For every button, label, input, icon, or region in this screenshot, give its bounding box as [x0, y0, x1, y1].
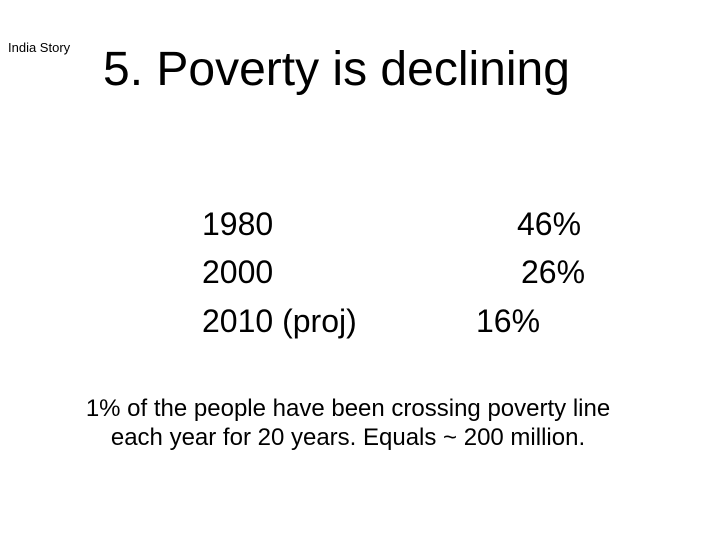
table-row-2010: 2010 (proj) 16%: [0, 301, 540, 341]
year-label: 2000: [202, 254, 274, 290]
poverty-rate-value: 46%: [517, 206, 582, 242]
section-label: India Story: [8, 40, 71, 55]
poverty-rate-value: 26%: [521, 254, 586, 290]
year-label: 2010 (proj): [202, 303, 357, 339]
summary-note-line-1: 1% of the people have been crossing pove…: [85, 395, 611, 422]
table-row-2000: 2000 26%: [0, 252, 585, 292]
slide-title: 5. Poverty is declining: [103, 43, 570, 96]
year-label: 1980: [202, 206, 274, 242]
table-row-1980: 1980 46%: [0, 204, 581, 244]
summary-note: 1% of the people have been crossing pove…: [0, 394, 696, 452]
summary-note-line-2: each year for 20 years. Equals ~ 200 mil…: [110, 424, 586, 451]
poverty-rate-value: 16%: [476, 303, 541, 339]
